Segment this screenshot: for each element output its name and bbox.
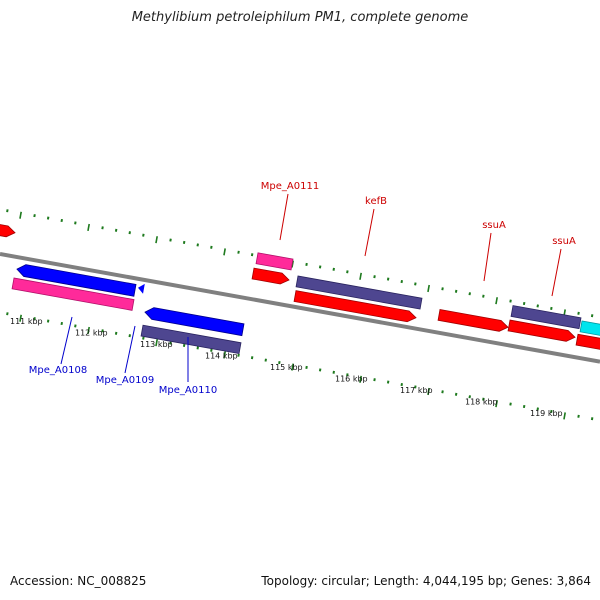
scale-label: 113 kbp [140, 340, 173, 349]
gene-feature [138, 283, 145, 294]
gene-label: ssuA [482, 220, 506, 231]
gene-label: ssuA [552, 236, 576, 247]
scale-label: 116 kbp [335, 375, 368, 384]
inner-scale-tick [427, 387, 430, 396]
gene-feature [579, 320, 600, 340]
gene-feature [255, 252, 294, 271]
genome-stats-text: Topology: circular; Length: 4,044,195 bp… [261, 574, 591, 588]
gene-feature [140, 324, 242, 355]
gene-label: Mpe_A0111 [261, 181, 319, 192]
gene-feature [507, 319, 576, 342]
gene-feature [575, 333, 600, 352]
scale-label: 114 kbp [205, 352, 238, 361]
scale-label: 119 kbp [530, 409, 563, 418]
gene-leader-line [364, 208, 375, 257]
gene-label: Mpe_A0108 [29, 365, 87, 376]
scale-label: 111 kbp [10, 317, 43, 326]
gene-feature [16, 264, 137, 297]
gene-feature [11, 277, 135, 311]
inner-scale-tick [291, 363, 294, 371]
gene-feature [293, 290, 417, 323]
scale-label: 118 kbp [465, 398, 498, 407]
gene-leader-line [60, 316, 73, 365]
outer-scale-tick [223, 248, 226, 256]
outer-scale-tick [291, 260, 294, 268]
inner-scale-tick [155, 339, 158, 347]
gene-label: Mpe_A0110 [159, 385, 217, 396]
outer-scale-tick [359, 272, 362, 280]
scale-label: 117 kbp [400, 386, 433, 395]
scale-label: 115 kbp [270, 363, 303, 372]
gene-leader-line [551, 248, 562, 297]
outer-scale-tick [427, 284, 430, 293]
inner-scale-tick [495, 400, 498, 408]
inner-scale-tick [223, 351, 226, 359]
gene-leader-line [124, 325, 136, 374]
gene-feature [437, 309, 509, 332]
inner-scale-tick [19, 314, 22, 322]
gene-feature [251, 267, 290, 285]
gene-label: kefB [365, 196, 387, 207]
gene-feature [0, 220, 16, 238]
inner-scale-tick [563, 412, 566, 420]
gene-feature [144, 307, 245, 337]
genome-backbone [0, 252, 600, 364]
inner-scale-tick [359, 375, 362, 383]
map-title: Methylibium petroleiphilum PM1, complete… [131, 10, 469, 25]
accession-text: Accession: NC_008825 [10, 574, 147, 588]
gene-label: Mpe_A0109 [96, 375, 154, 386]
outer-scale-tick [155, 236, 158, 244]
inner-scale-tick [87, 326, 90, 335]
outer-scale-tick [19, 211, 22, 219]
outer-scale-tick [87, 223, 90, 232]
outer-scale-tick [495, 297, 498, 305]
gene-feature [510, 305, 582, 330]
gene-leader-line [483, 232, 492, 282]
gene-feature [295, 275, 423, 310]
scale-label: 112 kbp [75, 329, 108, 338]
gene-leader-line [279, 193, 289, 241]
